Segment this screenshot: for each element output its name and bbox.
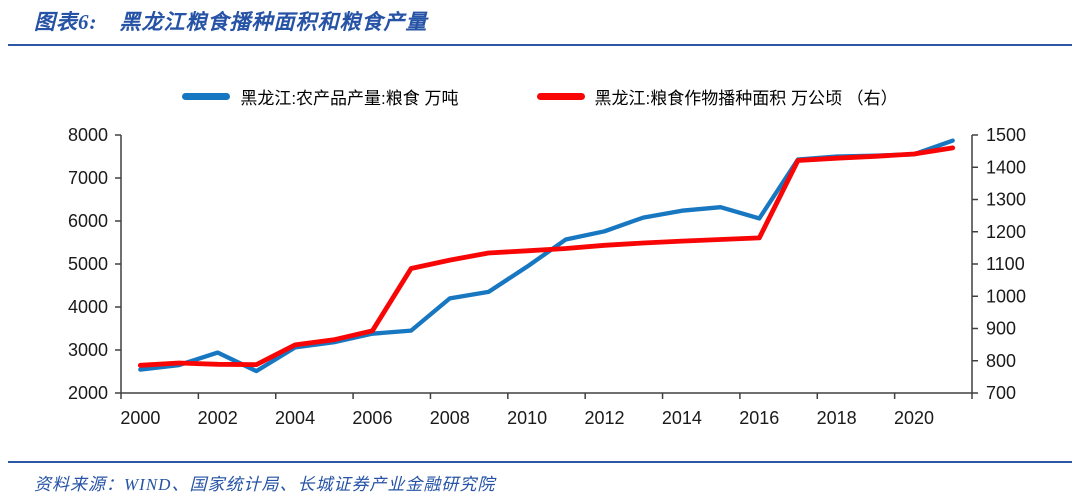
- y-axis-right-tick-label: 1100: [986, 254, 1025, 274]
- top-divider-line: [8, 44, 1072, 46]
- x-axis-tick-label: 2002: [198, 408, 238, 428]
- chart-title-text: 黑龙江粮食播种面积和粮食产量: [119, 10, 428, 34]
- legend-item-production: 黑龙江:农产品产量:粮食 万吨: [182, 84, 459, 109]
- x-axis-tick-label: 2012: [584, 408, 624, 428]
- source-note: 资料来源：WIND、国家统计局、长城证券产业金融研究院: [34, 470, 495, 495]
- x-axis-tick-label: 2018: [817, 408, 857, 428]
- x-axis-tick-label: 2010: [507, 408, 547, 428]
- source-label: 资料来源：: [34, 475, 124, 494]
- x-axis-tick-label: 2020: [894, 408, 934, 428]
- legend-label-sown-area: 黑龙江:粮食作物播种面积 万公顷 （右）: [594, 89, 898, 108]
- y-axis-left-tick-label: 3000: [68, 340, 108, 360]
- legend-label-production: 黑龙江:农产品产量:粮食 万吨: [240, 89, 459, 108]
- y-axis-right-tick-label: 1200: [986, 222, 1026, 242]
- y-axis-left-tick-label: 6000: [68, 211, 108, 231]
- chart-title: 图表6: 黑龙江粮食播种面积和粮食产量: [34, 6, 428, 36]
- series-line-production: [138, 138, 955, 374]
- legend-swatch-production: [182, 93, 231, 100]
- x-axis-tick-label: 2006: [352, 408, 392, 428]
- y-axis-left-tick-label: 5000: [68, 254, 108, 274]
- legend-swatch-sown-area: [536, 93, 585, 100]
- y-axis-left-tick-label: 4000: [68, 297, 108, 317]
- x-axis-tick-label: 2014: [662, 408, 702, 428]
- y-axis-right-tick-label: 1000: [986, 286, 1026, 306]
- y-axis-left-tick-label: 7000: [68, 168, 108, 188]
- y-axis-left-tick-label: 2000: [68, 383, 108, 403]
- y-axis-left-tick-label: 8000: [68, 125, 108, 145]
- y-axis-right-tick-label: 1500: [986, 125, 1026, 145]
- y-axis-right-tick-label: 800: [986, 351, 1016, 371]
- bottom-divider-line: [8, 461, 1072, 463]
- chart-legend: 黑龙江:农产品产量:粮食 万吨 黑龙江:粮食作物播种面积 万公顷 （右）: [0, 84, 1080, 109]
- y-axis-right-tick-label: 900: [986, 319, 1016, 339]
- x-axis-tick-label: 2016: [739, 408, 779, 428]
- x-axis-tick-label: 2000: [120, 408, 160, 428]
- y-axis-right-tick-label: 1300: [986, 190, 1026, 210]
- line-chart: 2000 3000 4000 5000 6000 7000 8000 700 800 900 100…: [68, 125, 1026, 428]
- x-axis-tick-label: 2004: [275, 408, 315, 428]
- y-axis-right-tick-label: 1400: [986, 157, 1026, 177]
- chart-title-label: 图表6:: [34, 10, 98, 34]
- x-axis-tick-label: 2008: [430, 408, 470, 428]
- legend-item-sown-area: 黑龙江:粮食作物播种面积 万公顷 （右）: [536, 84, 898, 109]
- series-line-sown-area: [137, 145, 956, 368]
- source-text: WIND、国家统计局、长城证券产业金融研究院: [124, 475, 496, 494]
- y-axis-right-tick-label: 700: [986, 383, 1016, 403]
